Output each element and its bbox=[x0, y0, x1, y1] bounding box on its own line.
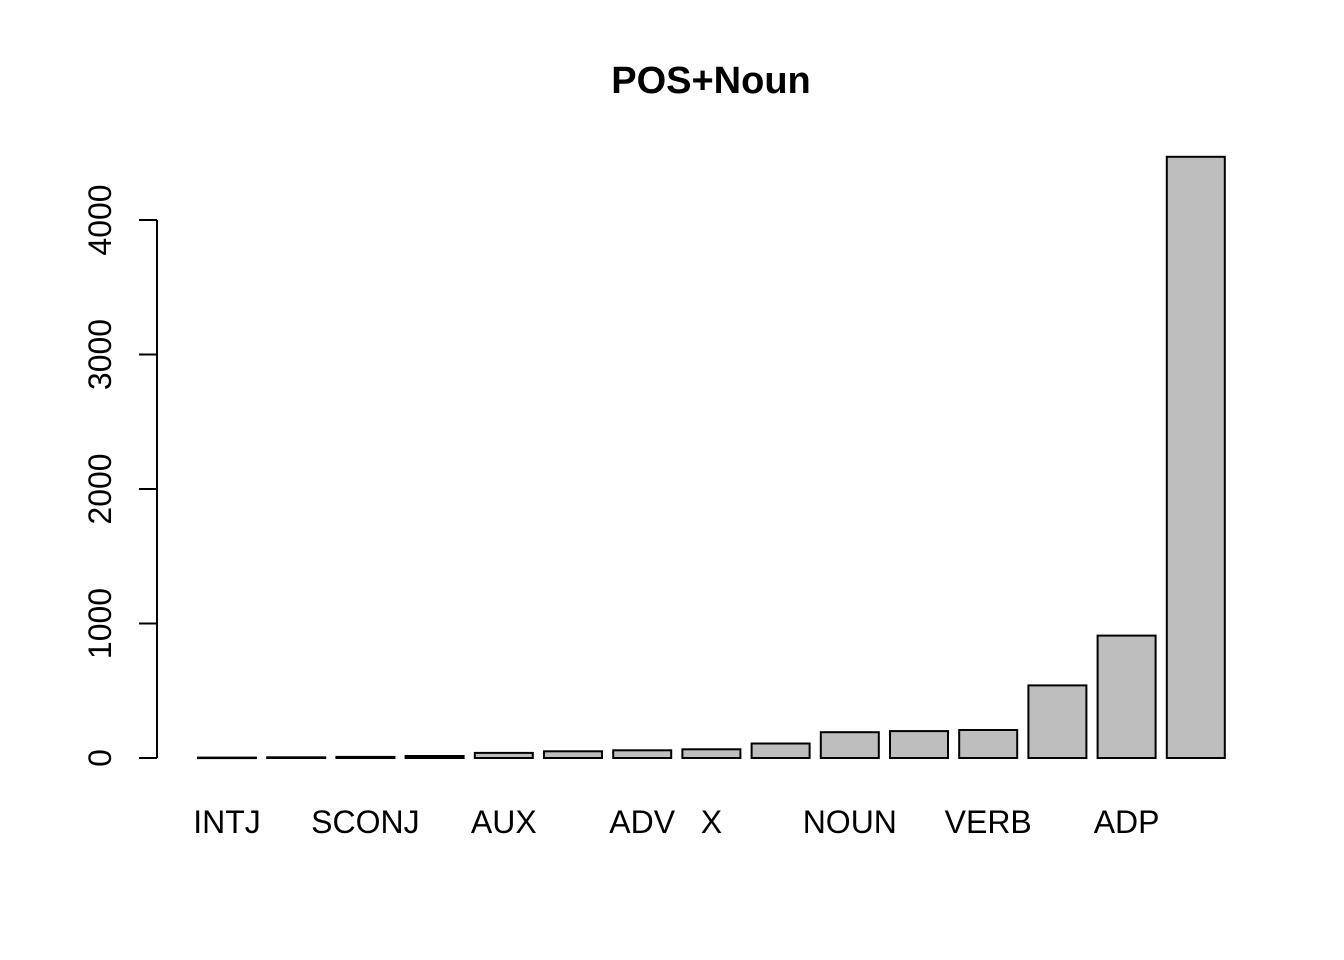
bar bbox=[543, 750, 603, 759]
bar bbox=[1027, 684, 1088, 760]
y-axis: 0 1000 2000 3000 4000 bbox=[82, 184, 158, 767]
y-tick-label: 3000 bbox=[82, 319, 118, 390]
x-tick-label: VERB bbox=[945, 804, 1032, 840]
x-tick-label: ADP bbox=[1094, 804, 1160, 840]
y-tick-label: 0 bbox=[82, 749, 118, 767]
x-tick-label: AUX bbox=[471, 804, 537, 840]
bar bbox=[404, 755, 465, 759]
y-tick-label: 1000 bbox=[82, 588, 118, 659]
bar bbox=[612, 749, 673, 759]
x-tick-label: ADV bbox=[609, 804, 675, 840]
y-tick-label: 4000 bbox=[82, 184, 118, 255]
bar bbox=[1165, 155, 1226, 760]
bar bbox=[197, 756, 257, 760]
bar bbox=[681, 748, 742, 759]
x-axis-labels: INTJ SCONJ AUX ADV X NOUN VERB ADP bbox=[193, 804, 1159, 840]
bar bbox=[473, 751, 534, 760]
y-tick-label: 2000 bbox=[82, 453, 118, 524]
bar bbox=[1096, 634, 1157, 759]
x-tick-label: NOUN bbox=[803, 804, 897, 840]
bar bbox=[335, 755, 396, 760]
bar bbox=[889, 730, 949, 759]
bar bbox=[958, 729, 1019, 759]
bars bbox=[197, 155, 1226, 760]
x-tick-label: SCONJ bbox=[311, 804, 419, 840]
bar bbox=[819, 731, 880, 760]
x-tick-label: INTJ bbox=[193, 804, 261, 840]
chart-title: POS+Noun bbox=[611, 60, 811, 102]
x-tick-label: X bbox=[701, 804, 722, 840]
bar bbox=[266, 756, 327, 759]
bar bbox=[750, 742, 811, 759]
